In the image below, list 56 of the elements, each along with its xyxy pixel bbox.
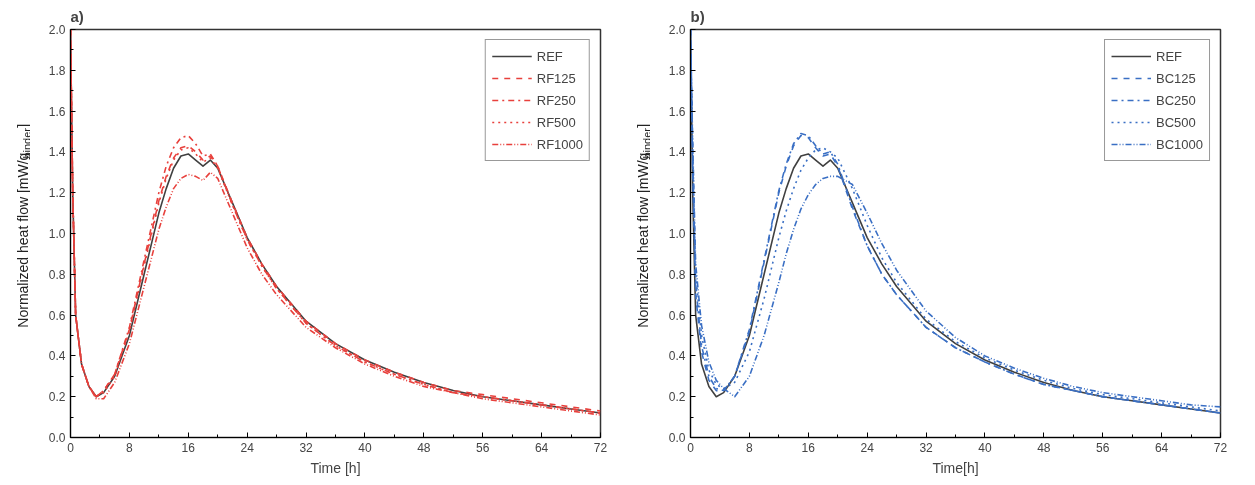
chart-title: a) [70,7,84,25]
x-tick-label: 0 [67,440,75,455]
x-tick-label: 72 [593,440,608,455]
y-tick-label: 1.0 [48,227,66,241]
y-tick-label: 0.4 [48,349,66,364]
y-tick-label: 0.8 [48,267,66,282]
x-tick-label: 8 [746,440,754,455]
x-tick-label: 24 [240,440,255,455]
y-tick-label: 2.0 [48,23,66,37]
y-tick-label: 0.2 [668,390,686,405]
y-tick-label: 0.4 [668,349,686,364]
chart-title: b) [690,7,705,25]
legend-label: RF1000 [536,136,583,152]
y-tick-label: 0.6 [668,308,686,323]
x-tick-label: 48 [1037,440,1051,455]
x-tick-label: 56 [476,440,490,455]
legend-label: BC125 [1156,70,1196,86]
x-tick-label: 64 [534,440,549,455]
y-tick-label: 2.0 [668,23,686,37]
legend-label: RF125 [536,70,576,86]
x-tick-label: 32 [919,440,934,455]
x-tick-label: 64 [1154,440,1169,455]
x-tick-label: 16 [181,440,196,455]
y-tick-label: 1.4 [48,145,66,160]
legend-label: RF500 [536,114,576,130]
y-tick-label: 0.6 [48,308,66,323]
x-tick-label: 24 [860,440,875,455]
x-axis-title: Time [h] [310,459,361,476]
y-tick-label: 1.2 [48,186,66,201]
y-tick-label: 1.8 [48,63,66,78]
x-tick-label: 32 [299,440,314,455]
x-tick-label: 0 [687,440,695,455]
x-axis-title: Time[h] [932,459,979,476]
legend-label: REF [536,48,563,64]
legend-label: REF [1156,48,1183,64]
y-tick-label: 0.0 [48,431,66,445]
x-tick-label: 56 [1096,440,1110,455]
y-tick-label: 1.4 [668,145,686,160]
x-tick-label: 16 [801,440,816,455]
x-tick-label: 48 [417,440,431,455]
x-tick-label: 40 [978,440,992,455]
y-tick-label: 0.8 [668,267,686,282]
y-tick-label: 1.8 [668,63,686,78]
y-tick-label: 0.0 [668,431,686,445]
y-tick-label: 0.2 [48,390,66,405]
x-tick-label: 72 [1213,440,1228,455]
x-tick-label: 8 [126,440,134,455]
legend-label: RF250 [536,92,576,108]
legend-label: BC250 [1156,92,1196,108]
legend-label: BC1000 [1156,136,1203,152]
x-tick-label: 40 [358,440,372,455]
legend-label: BC500 [1156,114,1196,130]
y-tick-label: 1.0 [668,227,686,241]
y-tick-label: 1.6 [668,104,686,119]
y-tick-label: 1.2 [668,186,686,201]
y-tick-label: 1.6 [48,104,66,119]
